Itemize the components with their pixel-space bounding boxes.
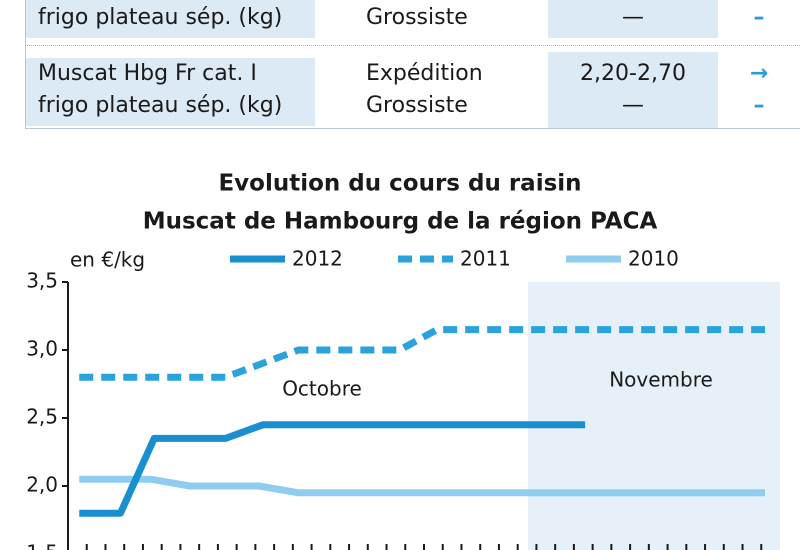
cell-shade	[25, 58, 315, 126]
table-cell: 2,20-2,70	[580, 61, 686, 86]
table-cell: Grossiste	[366, 5, 468, 30]
november-shade	[528, 282, 780, 550]
y-tick-label: 2,0	[26, 473, 58, 497]
y-tick-label: 2,5	[26, 405, 58, 429]
table-border	[25, 0, 26, 128]
table-cell: –	[753, 93, 765, 118]
legend-label: 2011	[460, 247, 511, 271]
cell-shade	[25, 0, 315, 38]
annotation: Novembre	[609, 368, 713, 392]
chart-title: Evolution du cours du raisin	[218, 171, 581, 197]
price-table: frigo plateau sép. (kg) Grossiste — – Muscat…	[0, 0, 800, 130]
table-cell: Muscat Hbg Fr cat. I	[38, 61, 257, 86]
chart-title: Muscat de Hambourg de la région PACA	[143, 209, 658, 235]
cell-shade	[548, 0, 718, 38]
y-axis-label: en €/kg	[70, 248, 145, 272]
table-cell: Expédition	[366, 61, 483, 86]
table-cell: —	[622, 5, 644, 30]
row-separator	[25, 45, 800, 46]
legend-label: 2010	[628, 247, 679, 271]
cell-shade	[548, 52, 718, 128]
series-line	[79, 326, 766, 381]
annotation: Octobre	[282, 377, 362, 401]
y-tick-label: 3,0	[26, 337, 58, 361]
table-cell: frigo plateau sép. (kg)	[38, 5, 283, 30]
y-tick-label: 1,5	[26, 541, 58, 550]
table-cell: →	[749, 61, 769, 86]
y-tick-label: 3,5	[26, 269, 58, 293]
table-cell: Grossiste	[366, 93, 468, 118]
table-border	[25, 128, 800, 129]
table-cell: –	[753, 5, 765, 30]
legend-label: 2012	[292, 247, 343, 271]
table-cell: frigo plateau sép. (kg)	[38, 93, 283, 118]
series-line	[79, 421, 586, 517]
table-cell: —	[622, 93, 644, 118]
